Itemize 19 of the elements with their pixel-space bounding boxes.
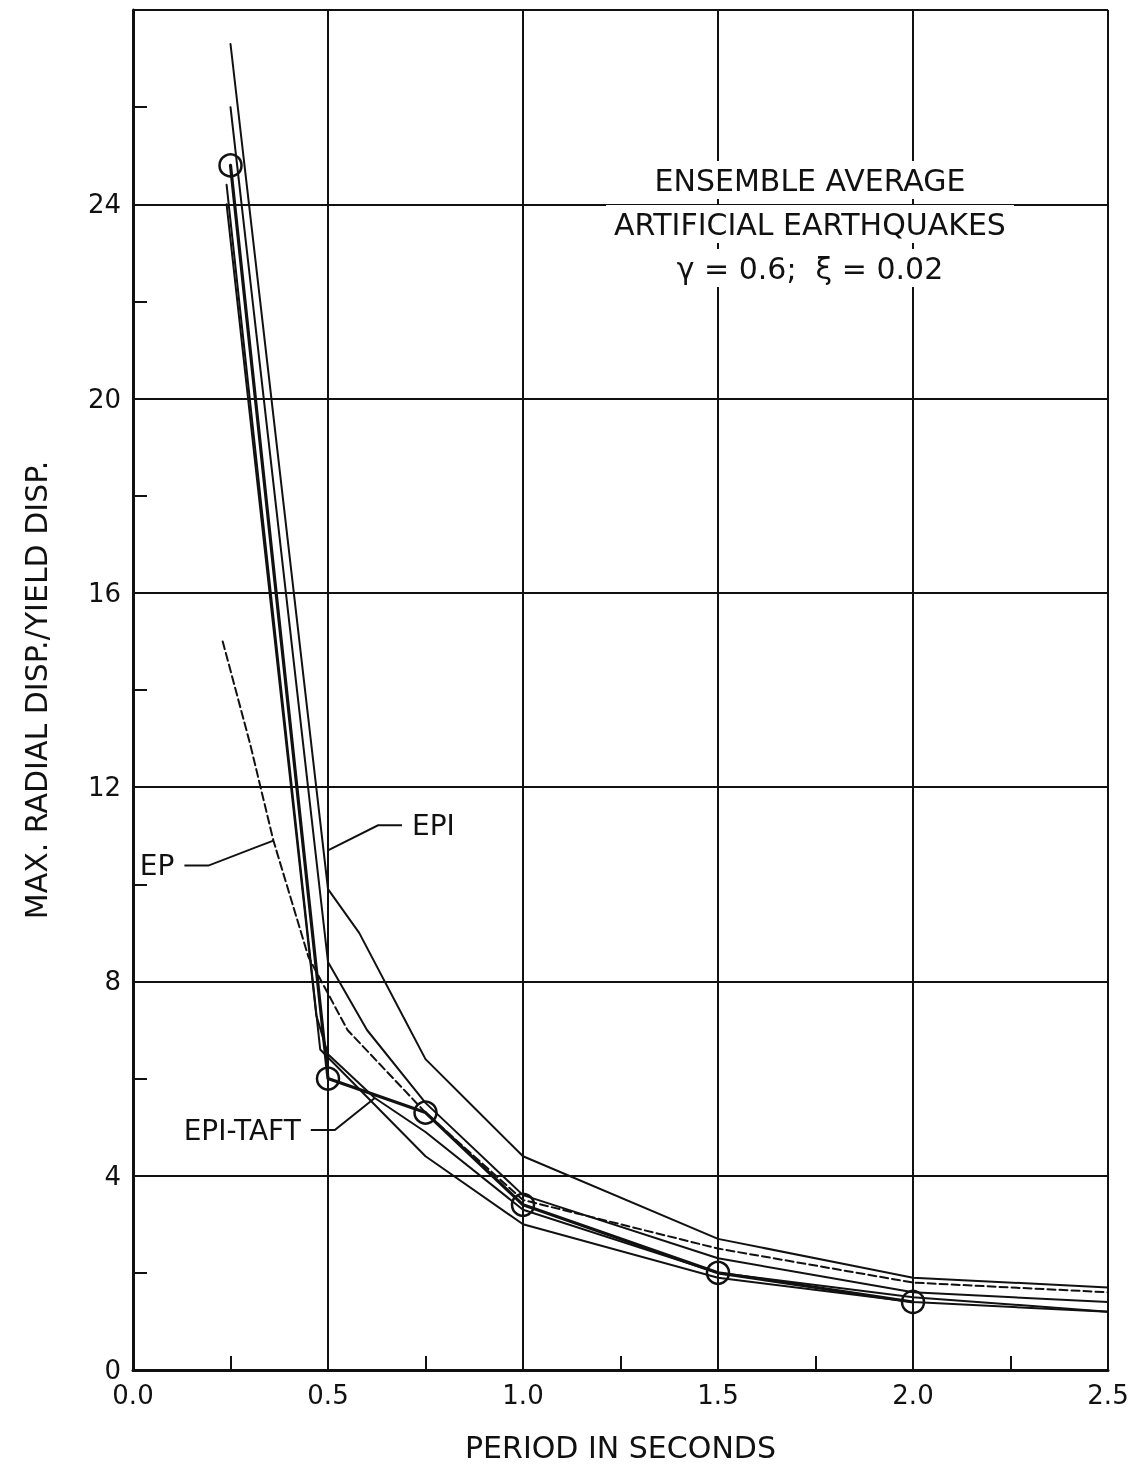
x-tick-label: 2.5 [1087,1380,1129,1410]
y-axis-title: MAX. RADIAL DISP./YIELD DISP. [18,460,54,920]
x-tick-label: 1.0 [502,1380,544,1410]
y-tick-label: 16 [87,577,121,608]
y-tick-label: 8 [104,966,121,997]
annotation: γ = 0.6; ξ = 0.02 [676,250,944,286]
annotation: EP [139,849,175,883]
x-tick-label: 2.0 [892,1380,934,1410]
x-tick-label: 1.5 [697,1380,739,1410]
x-tick-label: 0.5 [307,1380,349,1410]
y-tick-label: 20 [87,383,121,414]
text: ENSEMBLE AVERAGE [654,162,966,198]
text: ARTIFICIAL EARTHQUAKES [614,206,1006,242]
y-tick-label: 24 [87,189,121,220]
annotation: EPI-TAFT [183,1113,302,1147]
y-tick-label: 4 [104,1160,121,1191]
annotation: EPI [412,808,455,842]
y-tick-label: 12 [87,772,121,803]
x-axis-title: PERIOD IN SECONDS [465,1429,776,1465]
